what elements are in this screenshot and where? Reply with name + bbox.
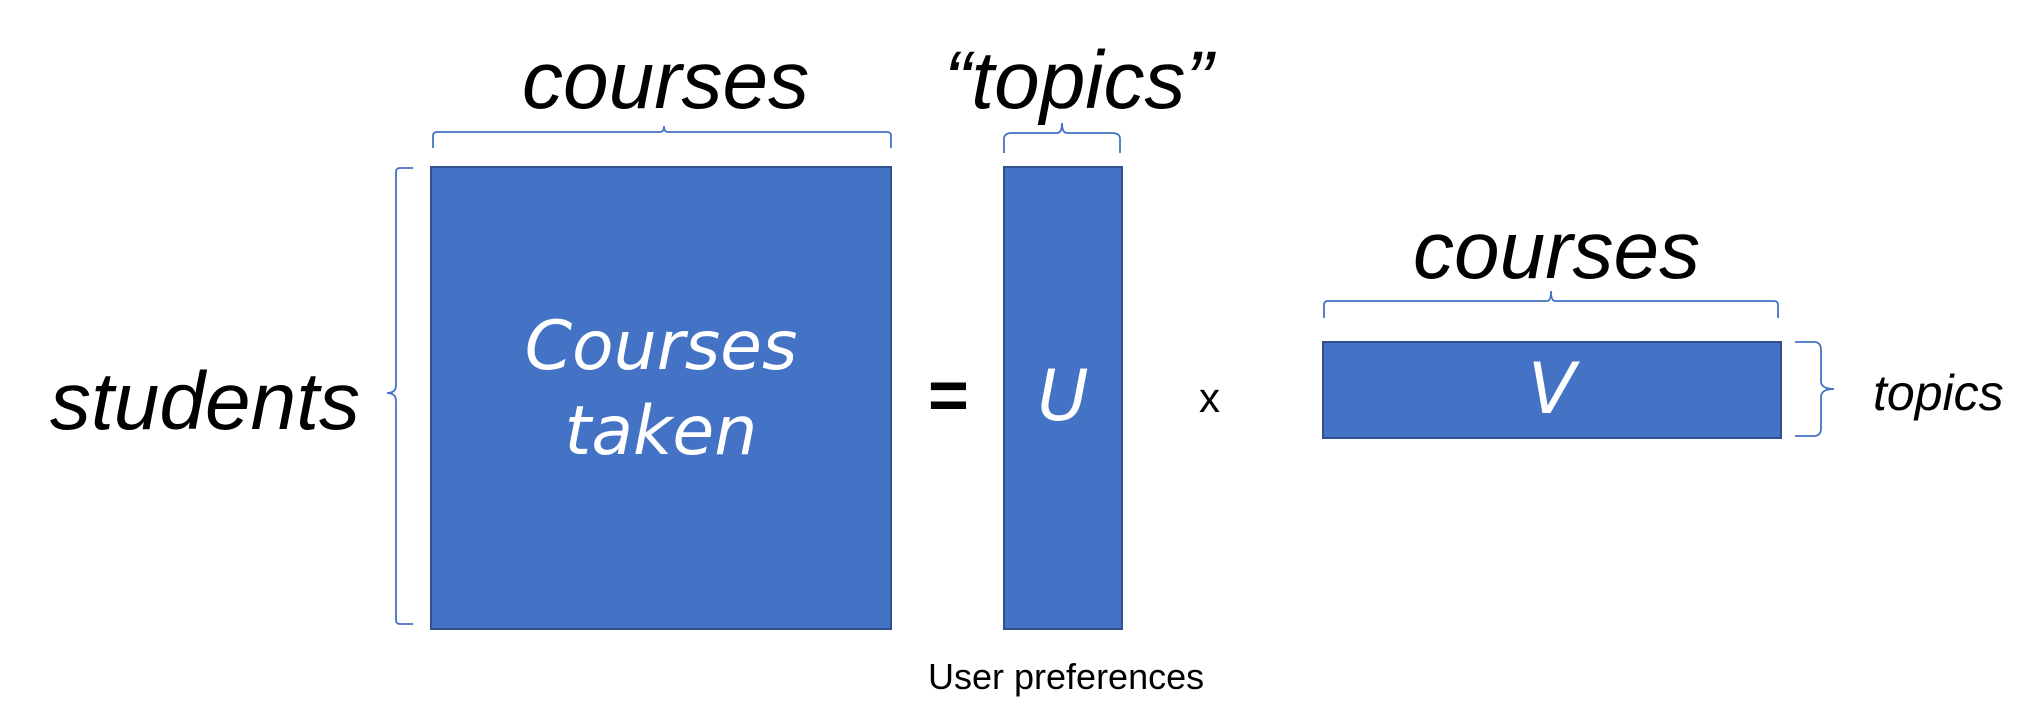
u-matrix: U <box>1003 166 1123 630</box>
courses-top-brace <box>432 125 892 148</box>
students-side-label: students <box>50 356 360 447</box>
students-side-brace <box>386 167 413 625</box>
times-symbol: x <box>1199 374 1220 421</box>
v-topics-side-brace <box>1795 341 1835 437</box>
courses-taken-matrix: Courses taken <box>430 166 892 630</box>
topics-top-label: “topics” <box>944 35 1213 126</box>
user-preferences-caption: User preferences <box>928 656 1205 697</box>
topics-top-brace <box>1003 122 1121 153</box>
equals-symbol: = <box>928 356 969 434</box>
v-matrix-label: V <box>1528 348 1576 430</box>
courses-top-label: courses <box>522 35 810 126</box>
v-topics-side-label: topics <box>1873 365 2004 421</box>
u-matrix-label: U <box>1037 355 1089 437</box>
courses-taken-line1: Courses <box>524 307 798 386</box>
v-courses-top-brace <box>1323 290 1779 318</box>
v-matrix: V <box>1322 341 1782 439</box>
courses-taken-line2: taken <box>564 392 758 471</box>
v-courses-top-label: courses <box>1413 205 1701 296</box>
